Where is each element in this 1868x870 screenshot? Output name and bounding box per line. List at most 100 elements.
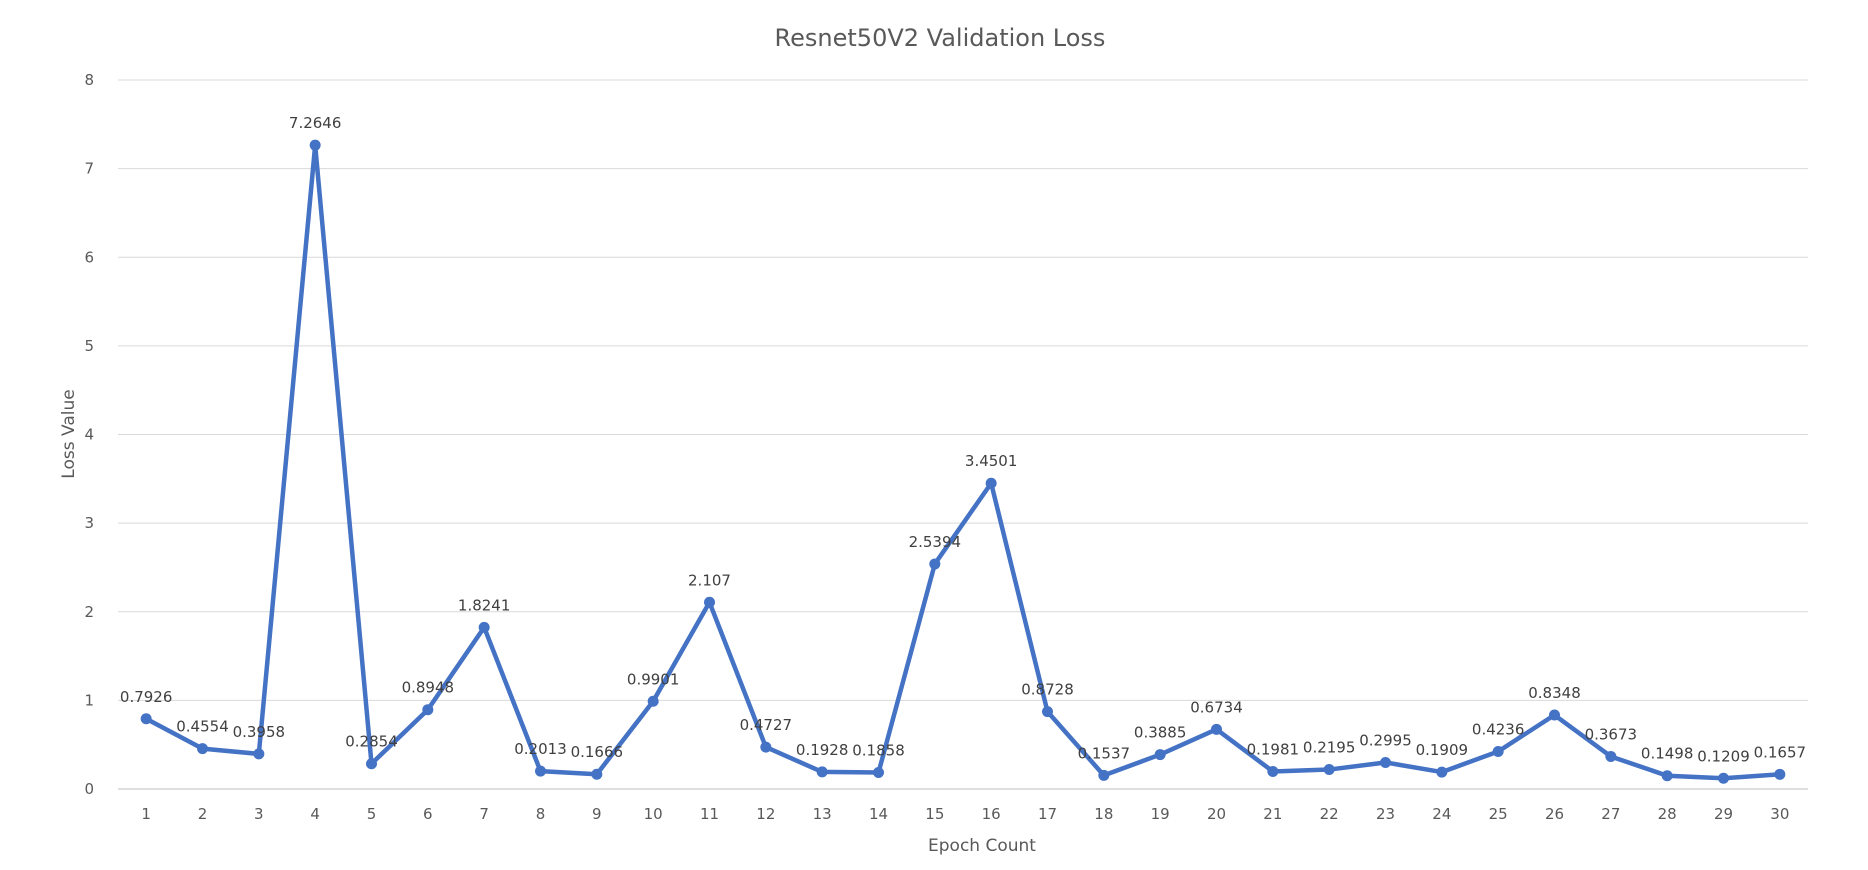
- data-point: [309, 139, 321, 151]
- y-tick-label: 2: [84, 603, 94, 621]
- x-tick-label: 26: [1545, 805, 1564, 823]
- data-label: 0.9901: [627, 670, 680, 688]
- data-label: 0.4554: [176, 718, 229, 736]
- x-tick-label: 9: [592, 805, 602, 823]
- data-label: 0.1858: [852, 742, 905, 760]
- data-label: 0.1209: [1697, 747, 1750, 765]
- data-label: 0.3885: [1134, 724, 1187, 742]
- data-point: [140, 713, 152, 725]
- x-tick-label: 14: [869, 805, 888, 823]
- data-point: [1098, 769, 1110, 781]
- data-point: [1211, 723, 1222, 735]
- data-point: [1605, 750, 1617, 762]
- data-point: [1380, 756, 1391, 768]
- data-point: [929, 558, 941, 570]
- data-label: 0.1909: [1416, 741, 1469, 759]
- x-tick-label: 17: [1038, 805, 1057, 823]
- data-label: 0.1498: [1641, 745, 1694, 763]
- data-point: [1042, 706, 1053, 718]
- x-tick-label: 5: [367, 805, 377, 823]
- data-point: [760, 741, 772, 753]
- x-tick-label: 22: [1320, 805, 1339, 823]
- data-point: [1774, 768, 1786, 780]
- x-tick-label: 7: [479, 805, 489, 823]
- data-label: 1.8241: [458, 596, 511, 614]
- x-tick-label: 30: [1770, 805, 1789, 823]
- x-tick-label: 15: [925, 805, 944, 823]
- y-tick-label: 0: [84, 780, 94, 798]
- x-tick-label: 21: [1263, 805, 1282, 823]
- data-label: 0.7926: [120, 688, 173, 706]
- x-tick-label: 13: [813, 805, 832, 823]
- x-tick-label: 20: [1207, 805, 1226, 823]
- y-axis-title: Loss Value: [59, 389, 79, 478]
- x-tick-label: 23: [1376, 805, 1395, 823]
- y-tick-label: 7: [84, 160, 94, 178]
- data-label: 0.2854: [345, 733, 398, 751]
- data-point: [873, 767, 884, 779]
- data-point: [366, 758, 377, 770]
- x-tick-label: 11: [700, 805, 719, 823]
- y-tick-label: 6: [84, 248, 94, 266]
- data-point: [1661, 770, 1673, 782]
- data-label: 7.2646: [289, 114, 342, 132]
- data-point: [1436, 766, 1448, 778]
- data-label: 0.3958: [233, 723, 286, 741]
- data-label: 0.1928: [796, 741, 849, 759]
- data-label: 2.5394: [909, 533, 962, 551]
- data-label: 0.1537: [1078, 744, 1131, 762]
- series-layer: [140, 139, 1786, 784]
- data-label: 0.1657: [1754, 743, 1807, 761]
- data-label: 0.8948: [402, 679, 455, 697]
- data-label: 0.1981: [1247, 740, 1300, 758]
- data-label: 0.4727: [740, 716, 793, 734]
- series-line: [143, 142, 1783, 781]
- data-label: 0.1666: [571, 743, 624, 761]
- x-tick-label: 12: [756, 805, 775, 823]
- data-point: [1549, 709, 1560, 721]
- chart-title: Resnet50V2 Validation Loss: [775, 24, 1106, 52]
- data-label: 3.4501: [965, 452, 1018, 470]
- data-label: 0.2013: [514, 740, 567, 758]
- data-point: [704, 596, 715, 608]
- x-axis-title: Epoch Count: [928, 836, 1036, 856]
- x-tick-label: 3: [254, 805, 264, 823]
- data-point: [478, 621, 490, 633]
- x-tick-label: 29: [1714, 805, 1733, 823]
- data-label: 0.2195: [1303, 739, 1356, 757]
- y-tick-label: 1: [84, 691, 94, 709]
- data-point: [1267, 765, 1279, 777]
- x-tick-label: 24: [1432, 805, 1451, 823]
- x-tick-label: 10: [644, 805, 663, 823]
- x-tick-label: 27: [1601, 805, 1620, 823]
- data-point: [197, 743, 208, 755]
- data-point: [1492, 745, 1504, 757]
- y-tick-label: 5: [84, 337, 94, 355]
- data-label: 0.3673: [1585, 725, 1638, 743]
- data-point: [535, 765, 546, 777]
- x-tick-label: 6: [423, 805, 433, 823]
- data-label: 0.2995: [1359, 731, 1412, 749]
- x-tick-label: 1: [141, 805, 151, 823]
- y-tick-label: 8: [84, 71, 94, 89]
- x-tick-label: 28: [1658, 805, 1677, 823]
- y-tick-label: 3: [84, 514, 94, 532]
- x-tick-label: 8: [536, 805, 546, 823]
- x-tick-label: 2: [198, 805, 208, 823]
- data-point: [816, 766, 828, 778]
- data-point: [1323, 764, 1335, 776]
- data-label: 2.107: [688, 571, 731, 589]
- x-axis-ticks: 1 2 3 4 5 6 7 8 9 10 11 12 13 14 15 16 17 18 19 20 21 22 23 24 2…: [141, 805, 1789, 823]
- x-tick-label: 4: [310, 805, 320, 823]
- data-point: [1154, 749, 1166, 761]
- data-point: [253, 748, 265, 760]
- data-point: [1718, 772, 1729, 784]
- data-label: 0.4236: [1472, 720, 1525, 738]
- data-point: [985, 477, 997, 489]
- data-point: [591, 768, 603, 780]
- data-point: [422, 704, 434, 716]
- y-tick-label: 4: [84, 426, 94, 444]
- data-label: 0.8348: [1528, 684, 1581, 702]
